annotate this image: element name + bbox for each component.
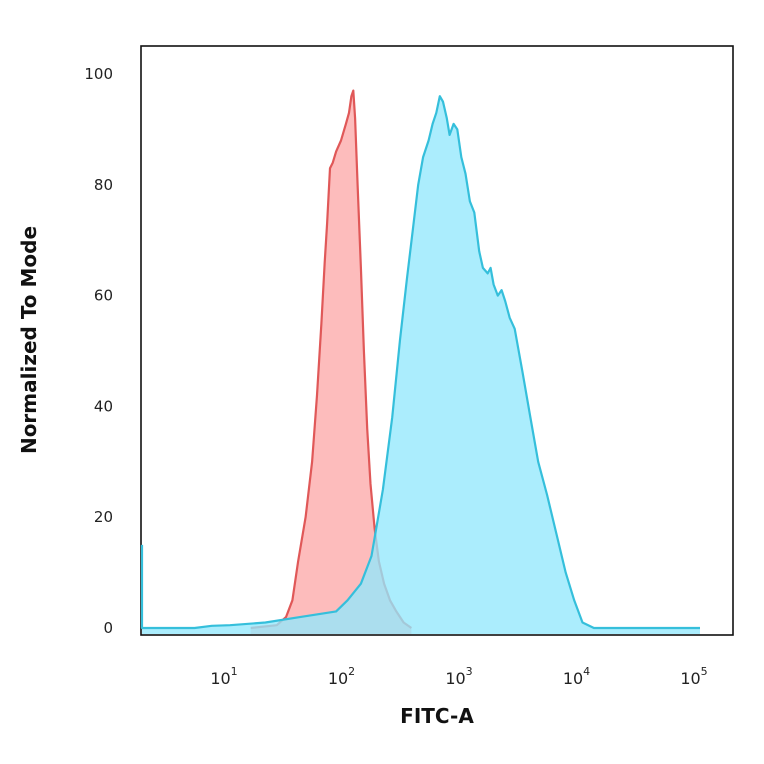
plot-frame: [140, 45, 734, 636]
x-tick-label: 105: [680, 665, 707, 688]
y-tick-label: 20: [94, 508, 113, 526]
x-tick-label: 101: [210, 665, 237, 688]
series-layer: [140, 89, 700, 635]
y-axis-title: Normalized To Mode: [17, 226, 41, 454]
y-tick-label: 100: [84, 65, 113, 83]
y-tick-label: 0: [103, 619, 113, 637]
y-tick-label: 60: [94, 287, 113, 305]
x-tick-label: 104: [563, 665, 590, 688]
y-axis-ticks: 0 20 40 60 80 100: [84, 65, 113, 637]
x-tick-label: 103: [445, 665, 472, 688]
histogram-area-2: [142, 96, 700, 634]
x-axis-ticks: 101 102 103 104 105: [210, 665, 707, 688]
y-tick-label: 80: [94, 176, 113, 194]
y-tick-label: 40: [94, 397, 113, 415]
histogram-line-2: [140, 95, 700, 630]
x-tick-label: 102: [328, 665, 355, 688]
x-axis-title: FITC-A: [400, 704, 474, 728]
